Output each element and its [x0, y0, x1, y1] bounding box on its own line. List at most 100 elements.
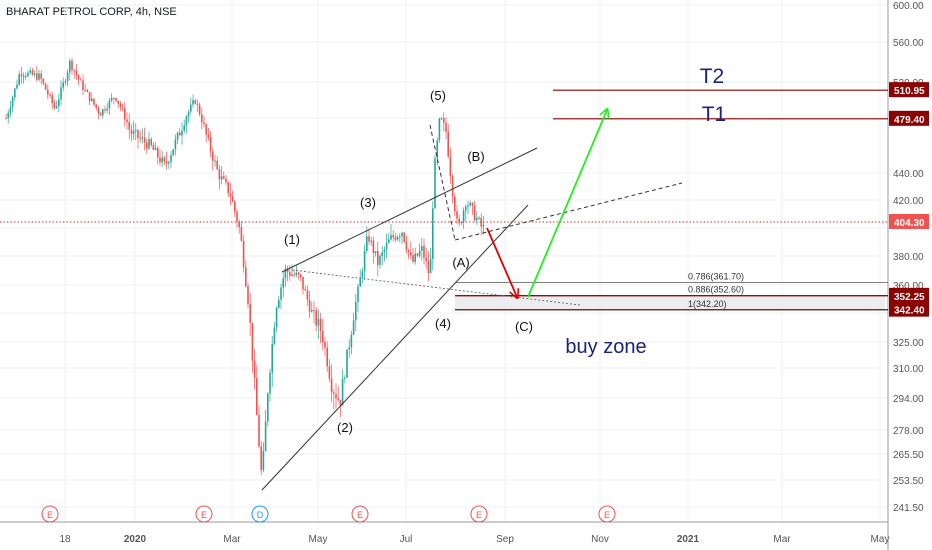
candle-body [388, 239, 390, 244]
candle-body [328, 366, 331, 379]
candle-body [278, 299, 280, 308]
candle-body [399, 236, 401, 238]
candle-body [374, 250, 377, 254]
candle-body [322, 331, 324, 343]
candle-body [198, 104, 201, 115]
x-tick-label: May [309, 534, 328, 545]
candle-body [377, 250, 379, 265]
wave-label: (B) [467, 149, 484, 164]
candle-body [212, 151, 214, 161]
y-tick-label: 440.00 [893, 169, 924, 180]
candle-body [194, 100, 196, 104]
candle-body [300, 274, 302, 278]
price-tag-label: 479.40 [894, 115, 925, 126]
candle-body [467, 205, 469, 207]
candle-body [176, 132, 179, 140]
candle-body [440, 118, 443, 120]
candle-body [150, 139, 152, 146]
dashed-channel-left [429, 124, 456, 241]
candle-body [311, 310, 313, 312]
x-tick-label: 2021 [677, 534, 700, 545]
candle-body [416, 253, 419, 256]
candle-body [251, 322, 254, 361]
candle-body [11, 97, 14, 108]
candle-body [401, 232, 403, 237]
price-tag-label: 404.30 [894, 218, 925, 229]
candle-body [317, 318, 320, 326]
candle-body [106, 108, 108, 111]
y-tick-label: 265.50 [893, 450, 924, 461]
y-tick-label: 310.00 [893, 364, 924, 375]
candle-body [473, 205, 476, 221]
price-tag-bg [889, 287, 929, 303]
y-tick-label: 241.50 [893, 503, 924, 514]
candle-body [22, 76, 25, 78]
candle-body [280, 287, 282, 300]
x-tick-label: Nov [591, 534, 609, 545]
candle-body [469, 202, 471, 206]
buy-zone-label: buy zone [565, 336, 646, 358]
candle-body [476, 217, 478, 221]
candle-body [341, 378, 344, 406]
candle-body [434, 158, 436, 209]
candle-body [368, 236, 370, 242]
candle-body [25, 76, 27, 78]
candle-body [478, 217, 480, 219]
candle-body [135, 130, 137, 132]
candle-body [165, 161, 168, 164]
x-tick-label: 2020 [124, 534, 147, 545]
candle-body [190, 104, 192, 112]
candle-body [379, 255, 381, 265]
candle-body [427, 260, 430, 274]
candle-body [51, 95, 53, 104]
dotted-trend-line [291, 269, 581, 306]
candle-body [124, 108, 126, 120]
candle-body [159, 157, 161, 163]
candle-body [64, 81, 67, 83]
candle-body [302, 277, 304, 290]
candle-body [275, 307, 278, 328]
candle-body [82, 80, 84, 91]
event-marker-label: E [604, 510, 610, 520]
candle-body [148, 139, 150, 149]
buy-zone-band [455, 295, 885, 310]
candle-body [38, 73, 40, 80]
candle-body [192, 100, 194, 105]
candle-body [264, 421, 267, 452]
candles-group [5, 57, 485, 476]
x-tick-label: Mar [773, 534, 791, 545]
candle-body [405, 241, 408, 250]
candle-body [44, 83, 47, 90]
candle-body [152, 145, 155, 150]
candle-body [381, 252, 383, 256]
candle-body [357, 286, 359, 303]
candle-body [108, 100, 111, 109]
candle-body [423, 245, 425, 258]
candle-body [253, 360, 256, 379]
candle-body [27, 72, 29, 77]
fib-label: 1(342.20) [688, 299, 727, 309]
candle-body [482, 224, 485, 227]
candle-body [392, 235, 394, 238]
candle-body [260, 446, 262, 470]
candle-body [69, 60, 71, 73]
candle-body [77, 75, 80, 80]
candle-body [104, 109, 106, 111]
fib-label: 0.786(361.70) [688, 272, 744, 282]
candle-body [121, 107, 124, 109]
candle-body [110, 97, 113, 101]
target-label: T2 [700, 65, 725, 88]
candle-body [284, 268, 287, 279]
chart-title: BHARAT PETROL CORP, 4h, NSE [6, 6, 177, 18]
candle-body [113, 97, 115, 99]
candle-body [335, 394, 337, 399]
wave-label: (5) [430, 88, 446, 103]
candle-body [201, 114, 203, 123]
candle-body [154, 147, 157, 150]
x-tick-label: Jul [400, 534, 413, 545]
candle-body [9, 107, 12, 113]
candle-body [313, 310, 315, 312]
y-tick-label: 294.00 [893, 394, 924, 405]
event-marker-label: E [476, 510, 482, 520]
price-tag-label: 352.25 [894, 292, 925, 303]
